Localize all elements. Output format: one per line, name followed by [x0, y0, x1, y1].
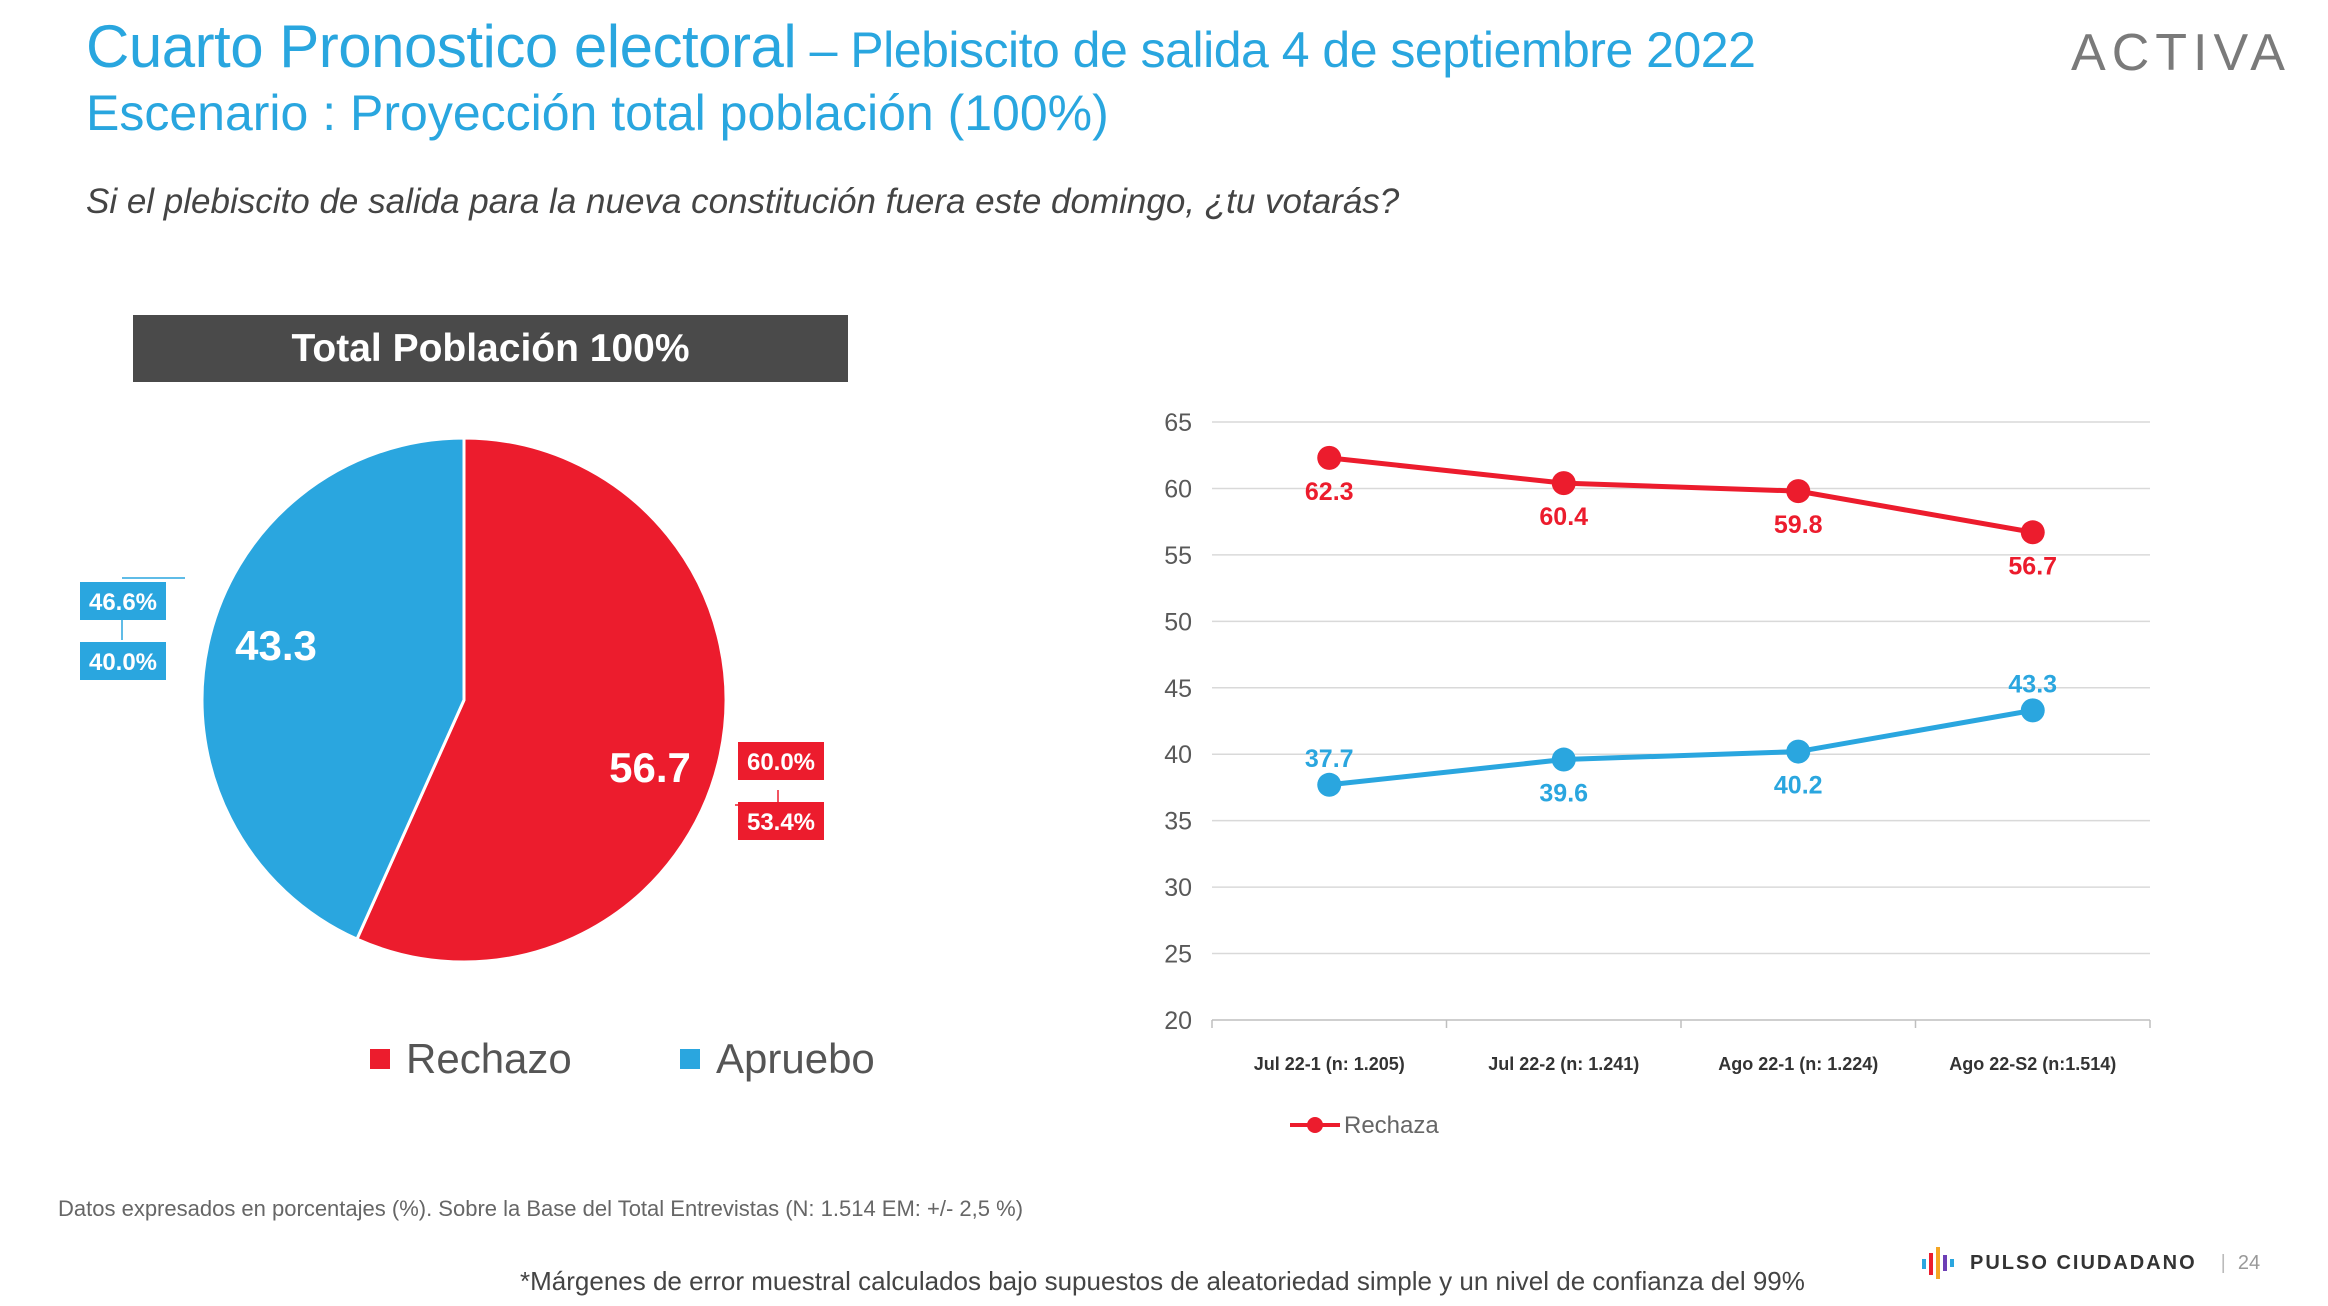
x-tick-label: Jul 22-2 (n: 1.241): [1488, 1054, 1639, 1074]
x-tick-label: Ago 22-1 (n: 1.224): [1718, 1054, 1878, 1074]
y-tick-label: 30: [1164, 874, 1192, 902]
data-label-rechaza: 56.7: [2008, 552, 2057, 580]
apruebo-error-range: 46.6% 40.0%: [80, 577, 185, 680]
data-label-aprueba: 43.3: [2008, 670, 2057, 698]
scenario-line: Escenario : Proyección total población (…: [86, 84, 1109, 142]
survey-question: Si el plebiscito de salida para la nueva…: [86, 182, 1400, 221]
page-number: 24: [2237, 1251, 2261, 1274]
legend-item-apruebo: Apruebo: [680, 1035, 875, 1083]
legend-label-apruebo: Apruebo: [716, 1035, 875, 1082]
data-label-rechaza: 59.8: [1774, 511, 1823, 539]
data-point-rechaza: [1317, 445, 1342, 470]
data-label-rechaza: 60.4: [1539, 503, 1588, 531]
pie-legend: Rechazo Apruebo: [370, 1035, 930, 1095]
y-tick-label: 65: [1164, 409, 1192, 437]
page-number-wrap: | 24: [2220, 1251, 2261, 1274]
rechazo-lower-box: [738, 802, 824, 840]
y-tick-label: 20: [1164, 1007, 1192, 1035]
series-line-rechaza: [1328, 455, 2034, 535]
apruebo-lower-label: 40.0%: [89, 649, 157, 676]
y-tick-label: 25: [1164, 941, 1192, 969]
y-tick-label: 50: [1164, 608, 1192, 636]
activa-logo: ACTIVA: [2071, 24, 2291, 82]
legend-swatch-rechazo: [370, 1049, 390, 1069]
y-tick-label: 35: [1164, 808, 1192, 836]
data-label-rechaza: 62.3: [1305, 478, 1354, 506]
title-dash: –: [796, 22, 851, 78]
data-point-rechaza: [1551, 471, 1576, 496]
pie-slice-rechazo: [354, 436, 728, 964]
y-tick-label: 45: [1164, 675, 1192, 703]
legend-item-rechazo: Rechazo: [370, 1035, 572, 1083]
data-point-rechaza: [2020, 520, 2045, 545]
rechazo-upper-label: 60.0%: [747, 749, 815, 776]
pie-chart-title: Total Población 100%: [133, 315, 848, 382]
title-main-text: Cuarto Pronostico electoral: [86, 13, 797, 80]
y-tick-label: 55: [1164, 542, 1192, 570]
line-chart: 20 25 30 35 40 45 50 55 60 65 Jul 22-1 (n: 1.205)…: [1164, 409, 2151, 1139]
scenario-label: Escenario :: [86, 85, 337, 141]
data-label-aprueba: 39.6: [1539, 780, 1588, 808]
pulso-ciudadano-icon: [1922, 1247, 1954, 1279]
legend-label-rechazo: Rechazo: [406, 1035, 572, 1082]
y-tick-label: 40: [1164, 741, 1192, 769]
pie-slice-apruebo: [200, 436, 466, 942]
pie-chart: 56.7 43.3 46.6% 40.0% 60.0% 53.4%: [80, 436, 824, 964]
data-point-aprueba: [2020, 698, 2045, 723]
data-point-aprueba: [1786, 739, 1811, 764]
logo-text: ACTIVA: [2071, 24, 2291, 82]
apruebo-lower-box: [80, 642, 166, 680]
apruebo-upper-box: [80, 582, 166, 620]
legend-swatch-apruebo: [680, 1049, 700, 1069]
data-point-rechaza: [1786, 479, 1811, 504]
x-tick-label: Jul 22-1 (n: 1.205): [1254, 1054, 1405, 1074]
x-tick-label: Ago 22-S2 (n:1.514): [1949, 1054, 2116, 1074]
legend-marker-rechaza: [1307, 1117, 1323, 1133]
scenario-value: Proyección total población (100%): [336, 85, 1109, 141]
brand-name: PULSO CIUDADANO: [1970, 1251, 2197, 1274]
rechazo-lower-label: 53.4%: [747, 809, 815, 836]
y-tick-label: 60: [1164, 475, 1192, 503]
rechazo-upper-box: [738, 742, 824, 780]
pie-value-label-apruebo: 43.3: [235, 622, 317, 669]
legend-label-rechaza: Rechaza: [1344, 1112, 1439, 1139]
series-line-aprueba: [1328, 707, 2034, 788]
base-footnote: Datos expresados en porcentajes (%). Sob…: [58, 1196, 1024, 1221]
data-point-aprueba: [1551, 747, 1576, 772]
title-subtitle: Plebiscito de salida 4 de septiembre 202…: [850, 22, 1756, 78]
data-label-aprueba: 40.2: [1774, 772, 1823, 800]
pie-value-label-rechazo: 56.7: [609, 744, 691, 791]
brand-footer: PULSO CIUDADANO | 24: [1920, 1245, 2260, 1281]
page-title: Cuarto Pronostico electoral – Plebiscito…: [86, 12, 1756, 81]
error-margin-disclaimer: *Márgenes de error muestral calculados b…: [520, 1266, 1805, 1296]
data-label-aprueba: 37.7: [1305, 745, 1354, 773]
apruebo-upper-label: 46.6%: [89, 589, 157, 616]
rechazo-error-range: 60.0% 53.4%: [735, 742, 824, 840]
data-point-aprueba: [1317, 772, 1342, 797]
